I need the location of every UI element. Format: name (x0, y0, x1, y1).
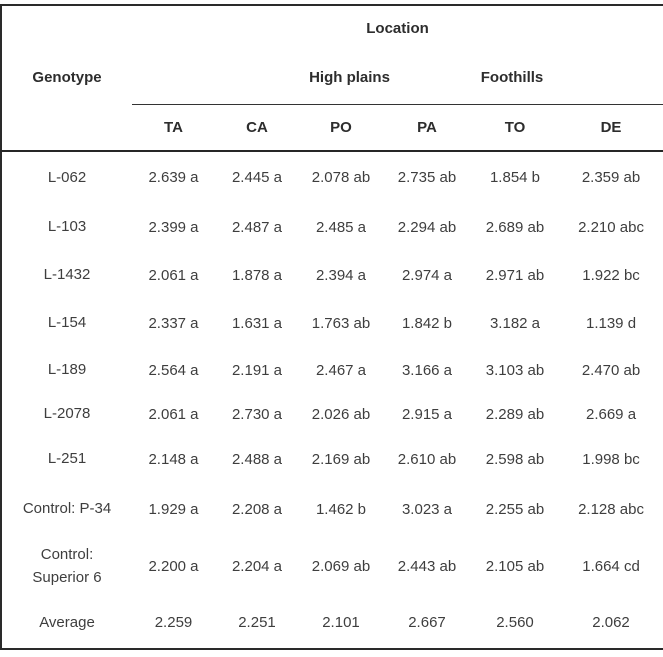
table-row: L-251 2.148 a 2.488 a 2.169 ab 2.610 ab … (1, 435, 663, 483)
column-header-ca: CA (215, 104, 299, 152)
table-row: L-1432 2.061 a 1.878 a 2.394 a 2.974 a 2… (1, 251, 663, 299)
value-cell: 1.929 a (148, 500, 199, 518)
table-row: L-062 2.639 a 2.445 a 2.078 ab 2.735 ab … (1, 151, 663, 203)
genotype-cell: Control: P-34 (22, 500, 112, 518)
value-cell: 2.128 abc (578, 500, 644, 518)
value-cell: 1.631 a (231, 314, 283, 332)
column-header-de: DE (559, 104, 663, 152)
group-label: High plains (309, 68, 390, 86)
value-cell: 2.485 a (315, 218, 367, 236)
value-cell: 2.730 a (231, 405, 283, 423)
genotype-cell: L-062 (47, 168, 87, 186)
value-cell: 2.443 ab (397, 557, 457, 575)
value-cell: 1.842 b (401, 314, 453, 332)
value-cell: 2.148 a (148, 450, 199, 468)
table-row: L-103 2.399 a 2.487 a 2.485 a 2.294 ab 2… (1, 203, 663, 251)
value-cell: 2.078 ab (311, 169, 371, 186)
table-row: Control: Superior 6 2.200 a 2.204 a 2.06… (1, 535, 663, 597)
value-cell: 2.560 (496, 614, 534, 631)
table-row: L-189 2.564 a 2.191 a 2.467 a 3.166 a 3.… (1, 347, 663, 393)
table-row: L-154 2.337 a 1.631 a 1.763 ab 1.842 b 3… (1, 299, 663, 347)
value-cell: 2.564 a (148, 361, 199, 379)
genotype-location-table: Location Genotype High plains Foothills … (0, 4, 663, 650)
value-cell: 2.069 ab (311, 557, 371, 575)
value-cell: 2.204 a (231, 557, 283, 575)
value-cell: 2.200 a (148, 557, 199, 575)
value-cell: 2.169 ab (311, 450, 371, 468)
value-cell: 3.103 ab (485, 361, 545, 379)
column-header-ta: TA (132, 104, 215, 152)
genotype-cell: L-103 (47, 218, 87, 236)
value-cell: 1.763 ab (311, 314, 371, 332)
value-cell: 2.105 ab (485, 557, 545, 575)
value-cell: 2.735 ab (397, 169, 457, 186)
value-cell: 2.394 a (315, 266, 367, 284)
value-cell: 2.210 abc (578, 218, 644, 236)
genotype-cell: L-189 (47, 361, 87, 379)
value-cell: 2.689 ab (485, 218, 545, 236)
value-cell: 2.610 ab (397, 450, 457, 468)
value-cell: 2.915 a (401, 405, 453, 423)
table-row: Control: P-34 1.929 a 2.208 a 1.462 b 3.… (1, 483, 663, 535)
value-cell: 2.062 (592, 614, 630, 631)
value-cell: 2.399 a (148, 218, 199, 236)
group-header-high-plains: High plains (132, 51, 471, 105)
value-cell: 2.026 ab (311, 405, 371, 423)
table-row-average: Average 2.259 2.251 2.101 2.667 2.560 2.… (1, 597, 663, 649)
value-cell: 2.101 (322, 614, 360, 631)
value-cell: 1.664 cd (582, 557, 640, 575)
value-cell: 1.462 b (315, 500, 367, 518)
value-cell: 2.294 ab (397, 218, 457, 236)
corner-spacer (1, 5, 132, 51)
column-header-po: PO (299, 104, 383, 152)
value-cell: 2.488 a (231, 450, 283, 468)
value-cell: 2.191 a (231, 361, 283, 379)
value-cell: 2.467 a (315, 361, 367, 379)
value-cell: 1.922 bc (582, 266, 640, 284)
value-cell: 2.061 a (148, 266, 199, 284)
value-cell: 3.166 a (401, 361, 453, 379)
value-cell: 2.971 ab (485, 266, 545, 284)
value-cell: 2.359 ab (581, 169, 641, 186)
value-cell: 2.639 a (148, 169, 199, 186)
group-header-row: Genotype High plains Foothills (1, 51, 663, 105)
value-cell: 3.182 a (489, 314, 541, 332)
value-cell: 2.259 (154, 614, 193, 631)
column-header-row: TA CA PO PA TO DE (1, 104, 663, 152)
value-cell: 2.487 a (231, 218, 283, 236)
value-cell: 2.598 ab (485, 450, 545, 468)
genotype-cell: Control: Superior 6 (32, 545, 102, 586)
table-row: L-2078 2.061 a 2.730 a 2.026 ab 2.915 a … (1, 393, 663, 435)
genotype-cell: L-154 (47, 314, 87, 332)
genotype-cell: L-2078 (43, 405, 91, 423)
location-header-row: Location (1, 5, 663, 51)
value-cell: 3.023 a (401, 500, 453, 518)
genotype-cell: L-1432 (43, 266, 91, 284)
corner-spacer (1, 104, 132, 152)
value-cell: 2.255 ab (485, 500, 545, 518)
column-header-pa: PA (383, 104, 471, 152)
value-cell: 2.337 a (148, 314, 199, 332)
value-cell: 2.669 a (585, 405, 637, 423)
genotype-header: Genotype (32, 69, 102, 86)
value-cell: 2.289 ab (485, 405, 545, 423)
genotype-cell: L-251 (47, 450, 87, 468)
value-cell: 1.878 a (231, 266, 283, 284)
value-cell: 2.251 (238, 614, 276, 631)
location-header: Location (366, 20, 429, 37)
value-cell: 2.667 (408, 614, 446, 631)
value-cell: 2.208 a (231, 500, 283, 518)
value-cell: 2.061 a (148, 405, 199, 423)
group-header-foothills: Foothills (471, 51, 663, 105)
column-header-to: TO (471, 104, 559, 152)
value-cell: 1.854 b (489, 169, 541, 186)
group-label: Foothills (480, 68, 544, 86)
value-cell: 1.998 bc (582, 450, 640, 468)
value-cell: 2.470 ab (581, 361, 641, 379)
genotype-cell: Average (39, 613, 95, 631)
value-cell: 2.974 a (401, 266, 453, 284)
value-cell: 1.139 d (585, 314, 637, 332)
value-cell: 2.445 a (231, 169, 283, 186)
